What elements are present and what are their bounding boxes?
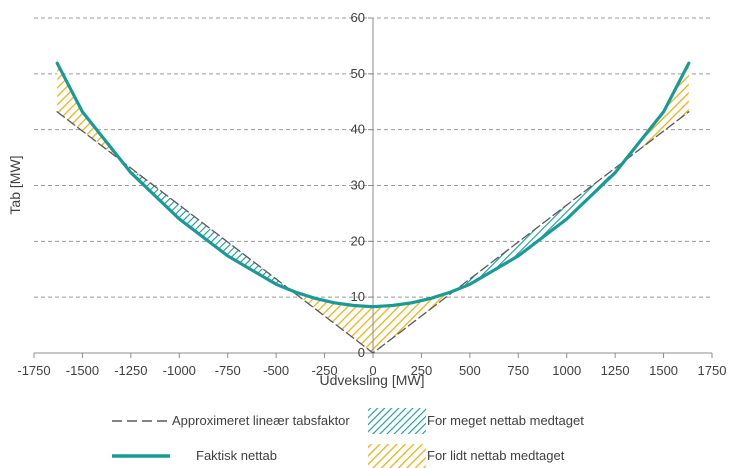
y-tick-label: 50 — [351, 66, 365, 81]
series-line-actual-loss — [55, 61, 691, 309]
x-tick-label: -1750 — [17, 363, 50, 378]
legend-label-too-much: For meget nettab medtaget — [427, 413, 584, 428]
y-tick-label: 60 — [351, 10, 365, 25]
y-tick-label: 30 — [351, 178, 365, 193]
area-too-little-loss — [57, 63, 137, 179]
x-tick-label: 1250 — [601, 363, 630, 378]
x-tick-label: -500 — [263, 363, 289, 378]
y-tick-label: 10 — [351, 289, 365, 304]
x-tick-label: -1250 — [114, 363, 147, 378]
legend: Approximeret lineær tabsfaktor For meget… — [112, 408, 584, 468]
x-axis-title: Udveksling [MW] — [319, 372, 424, 388]
y-tick-labels: 0 10 20 30 40 50 60 — [351, 10, 365, 360]
legend-swatch-too-much — [368, 408, 426, 434]
x-tick-label: 1750 — [698, 363, 727, 378]
x-tick-label: 500 — [459, 363, 481, 378]
x-tick-label: -750 — [215, 363, 241, 378]
x-tick-labels: -1750 -1500 -1250 -1000 -750 -500 -250 0 250 500 7… — [17, 363, 726, 378]
x-tick-label: -1000 — [163, 363, 196, 378]
series-line-linear-approx — [56, 111, 690, 354]
legend-label-too-little: For lidt nettab medtaget — [427, 448, 565, 463]
x-tick-label: 1000 — [552, 363, 581, 378]
y-tick-label: 40 — [351, 122, 365, 137]
x-tick-label: 0 — [369, 363, 376, 378]
x-tick-label: -1500 — [66, 363, 99, 378]
series-lines — [55, 61, 691, 354]
legend-label-actual: Faktisk nettab — [196, 448, 277, 463]
y-axis-title: Tab [MW] — [7, 155, 23, 214]
x-tick-label: -250 — [312, 363, 338, 378]
x-tick-label: 750 — [507, 363, 529, 378]
legend-label-linear: Approximeret lineær tabsfaktor — [172, 413, 350, 428]
y-tick-label: 0 — [358, 345, 365, 360]
x-tick-label: 250 — [411, 363, 433, 378]
x-tick-label: 1500 — [649, 363, 678, 378]
y-tick-label: 20 — [351, 233, 365, 248]
legend-swatch-too-little — [368, 444, 426, 468]
